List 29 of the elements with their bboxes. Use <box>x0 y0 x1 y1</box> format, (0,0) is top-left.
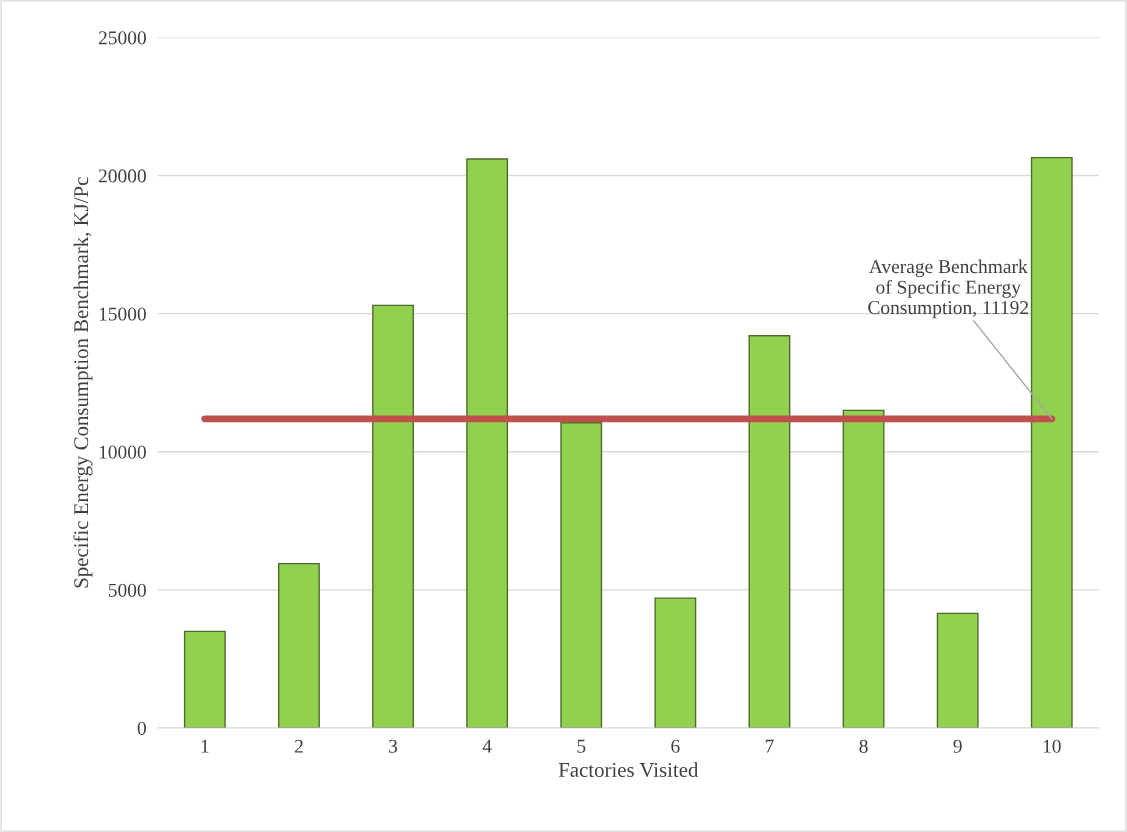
bar <box>466 158 509 728</box>
x-tick-label: 10 <box>1043 739 1061 753</box>
bar <box>560 422 603 728</box>
bar <box>654 597 697 728</box>
x-tick-label: 2 <box>294 739 303 753</box>
y-tick-label: 20000 <box>98 169 146 183</box>
ref-line-label: Average Benchmark of Specific Energy Consumption, 11192 <box>868 259 1029 319</box>
y-tick-label: 15000 <box>99 307 146 321</box>
y-tick-label: 10000 <box>99 445 146 459</box>
bar <box>372 304 414 728</box>
y-axis-title: Specific Energy Consumption Benchmark, KJ/Pc <box>73 177 93 588</box>
bar <box>278 562 320 728</box>
x-tick-label: 8 <box>859 739 868 753</box>
bar <box>1030 156 1073 728</box>
x-axis-title: Factories Visited <box>558 762 699 778</box>
x-tick-label: 6 <box>671 739 680 753</box>
y-tick-label: 5000 <box>108 583 146 597</box>
x-tick-label: 5 <box>577 739 586 753</box>
x-tick-label: 7 <box>765 739 774 753</box>
bar <box>748 335 791 728</box>
x-tick-label: 4 <box>482 739 492 753</box>
y-tick-label: 25000 <box>98 31 146 45</box>
bar <box>936 612 979 728</box>
x-tick-label: 3 <box>389 739 398 753</box>
bar <box>842 409 885 728</box>
x-tick-label: 9 <box>953 739 962 753</box>
y-tick-label: 0 <box>137 721 146 735</box>
x-tick-label: 1 <box>201 739 209 753</box>
bar <box>183 630 226 728</box>
